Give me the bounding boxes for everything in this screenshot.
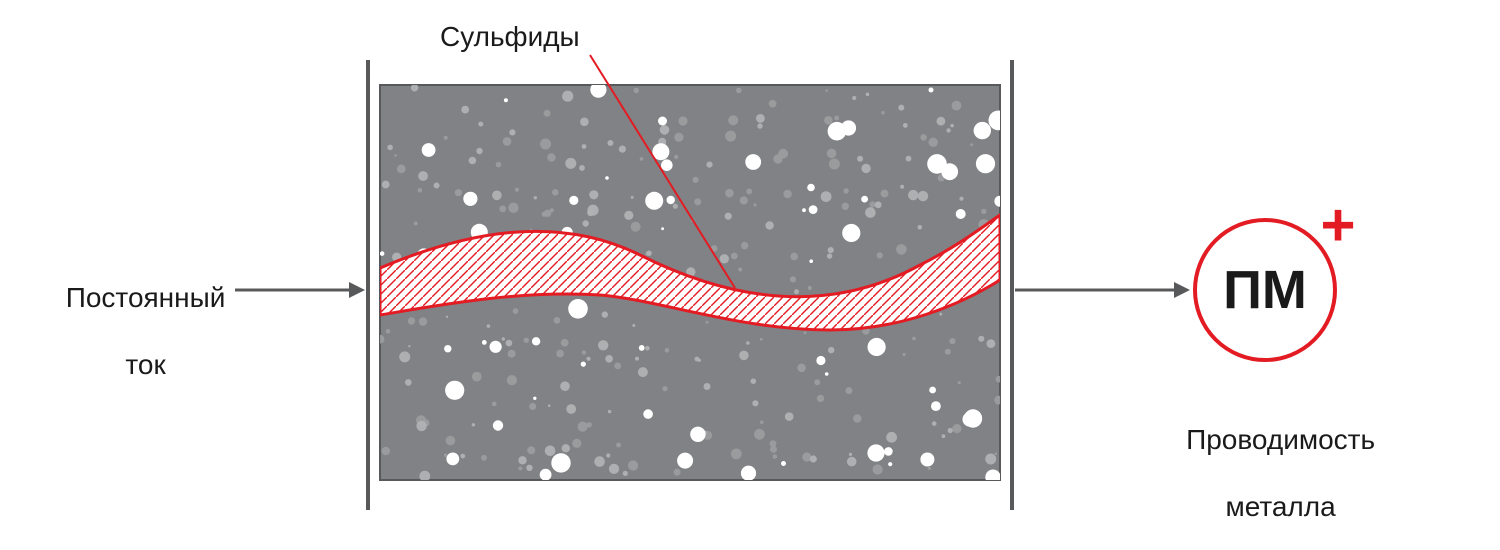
label-sulfides: Сульфиды: [440, 20, 640, 54]
arrow-right: [1015, 282, 1190, 298]
plus-icon: +: [1320, 192, 1355, 259]
diagram-container: ПМ+ Постоянный ток Сульфиды Проводимость…: [0, 0, 1500, 550]
label-metal-conductivity: Проводимость металла: [1145, 389, 1385, 550]
label-mc-line1: Проводимость: [1186, 424, 1375, 455]
label-dc-current: Постоянный ток: [20, 247, 240, 415]
arrow-left: [235, 282, 365, 298]
label-dc-line1: Постоянный: [66, 282, 226, 313]
label-mc-line2: металла: [1225, 491, 1335, 522]
pm-text: ПМ: [1223, 260, 1307, 320]
label-dc-line2: ток: [125, 349, 165, 380]
